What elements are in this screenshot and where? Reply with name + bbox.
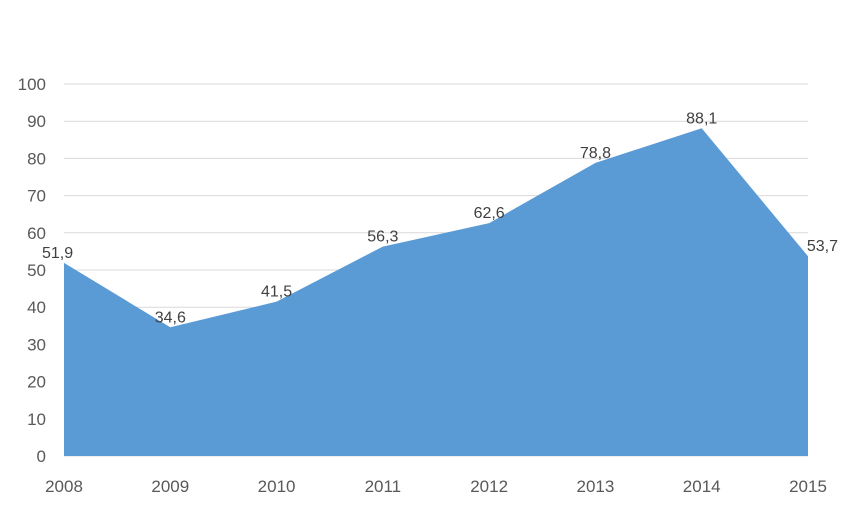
x-axis: 2008 2009 2010 2011 2012 2013 2014 2015 — [45, 477, 827, 496]
data-label: 41,5 — [261, 284, 292, 301]
y-tick-label: 70 — [27, 187, 46, 206]
area-series — [64, 128, 808, 456]
x-tick-label: 2008 — [45, 477, 83, 496]
y-tick-label: 10 — [27, 410, 46, 429]
data-label: 88,1 — [686, 110, 717, 127]
y-axis: 0 10 20 30 40 50 60 70 80 90 100 — [18, 75, 46, 466]
data-label: 62,6 — [474, 205, 505, 222]
data-label: 53,7 — [807, 238, 838, 255]
data-label: 56,3 — [367, 229, 398, 246]
data-label: 34,6 — [155, 309, 186, 326]
y-tick-label: 40 — [27, 298, 46, 317]
data-labels: 51,9 34,6 41,5 56,3 62,6 78,8 88,1 53,7 — [42, 110, 838, 326]
x-tick-label: 2012 — [470, 477, 508, 496]
y-tick-label: 30 — [27, 335, 46, 354]
x-tick-label: 2014 — [683, 477, 721, 496]
y-tick-label: 0 — [37, 447, 46, 466]
y-tick-label: 100 — [18, 75, 46, 94]
y-tick-label: 20 — [27, 373, 46, 392]
y-tick-label: 80 — [27, 149, 46, 168]
x-tick-label: 2013 — [577, 477, 615, 496]
y-tick-label: 60 — [27, 224, 46, 243]
x-tick-label: 2009 — [151, 477, 189, 496]
x-tick-label: 2011 — [365, 477, 402, 496]
data-label: 51,9 — [42, 245, 73, 262]
data-label: 78,8 — [580, 145, 611, 162]
x-tick-label: 2015 — [789, 477, 827, 496]
x-tick-label: 2010 — [258, 477, 296, 496]
y-tick-label: 90 — [27, 112, 46, 131]
y-tick-label: 50 — [27, 261, 46, 280]
